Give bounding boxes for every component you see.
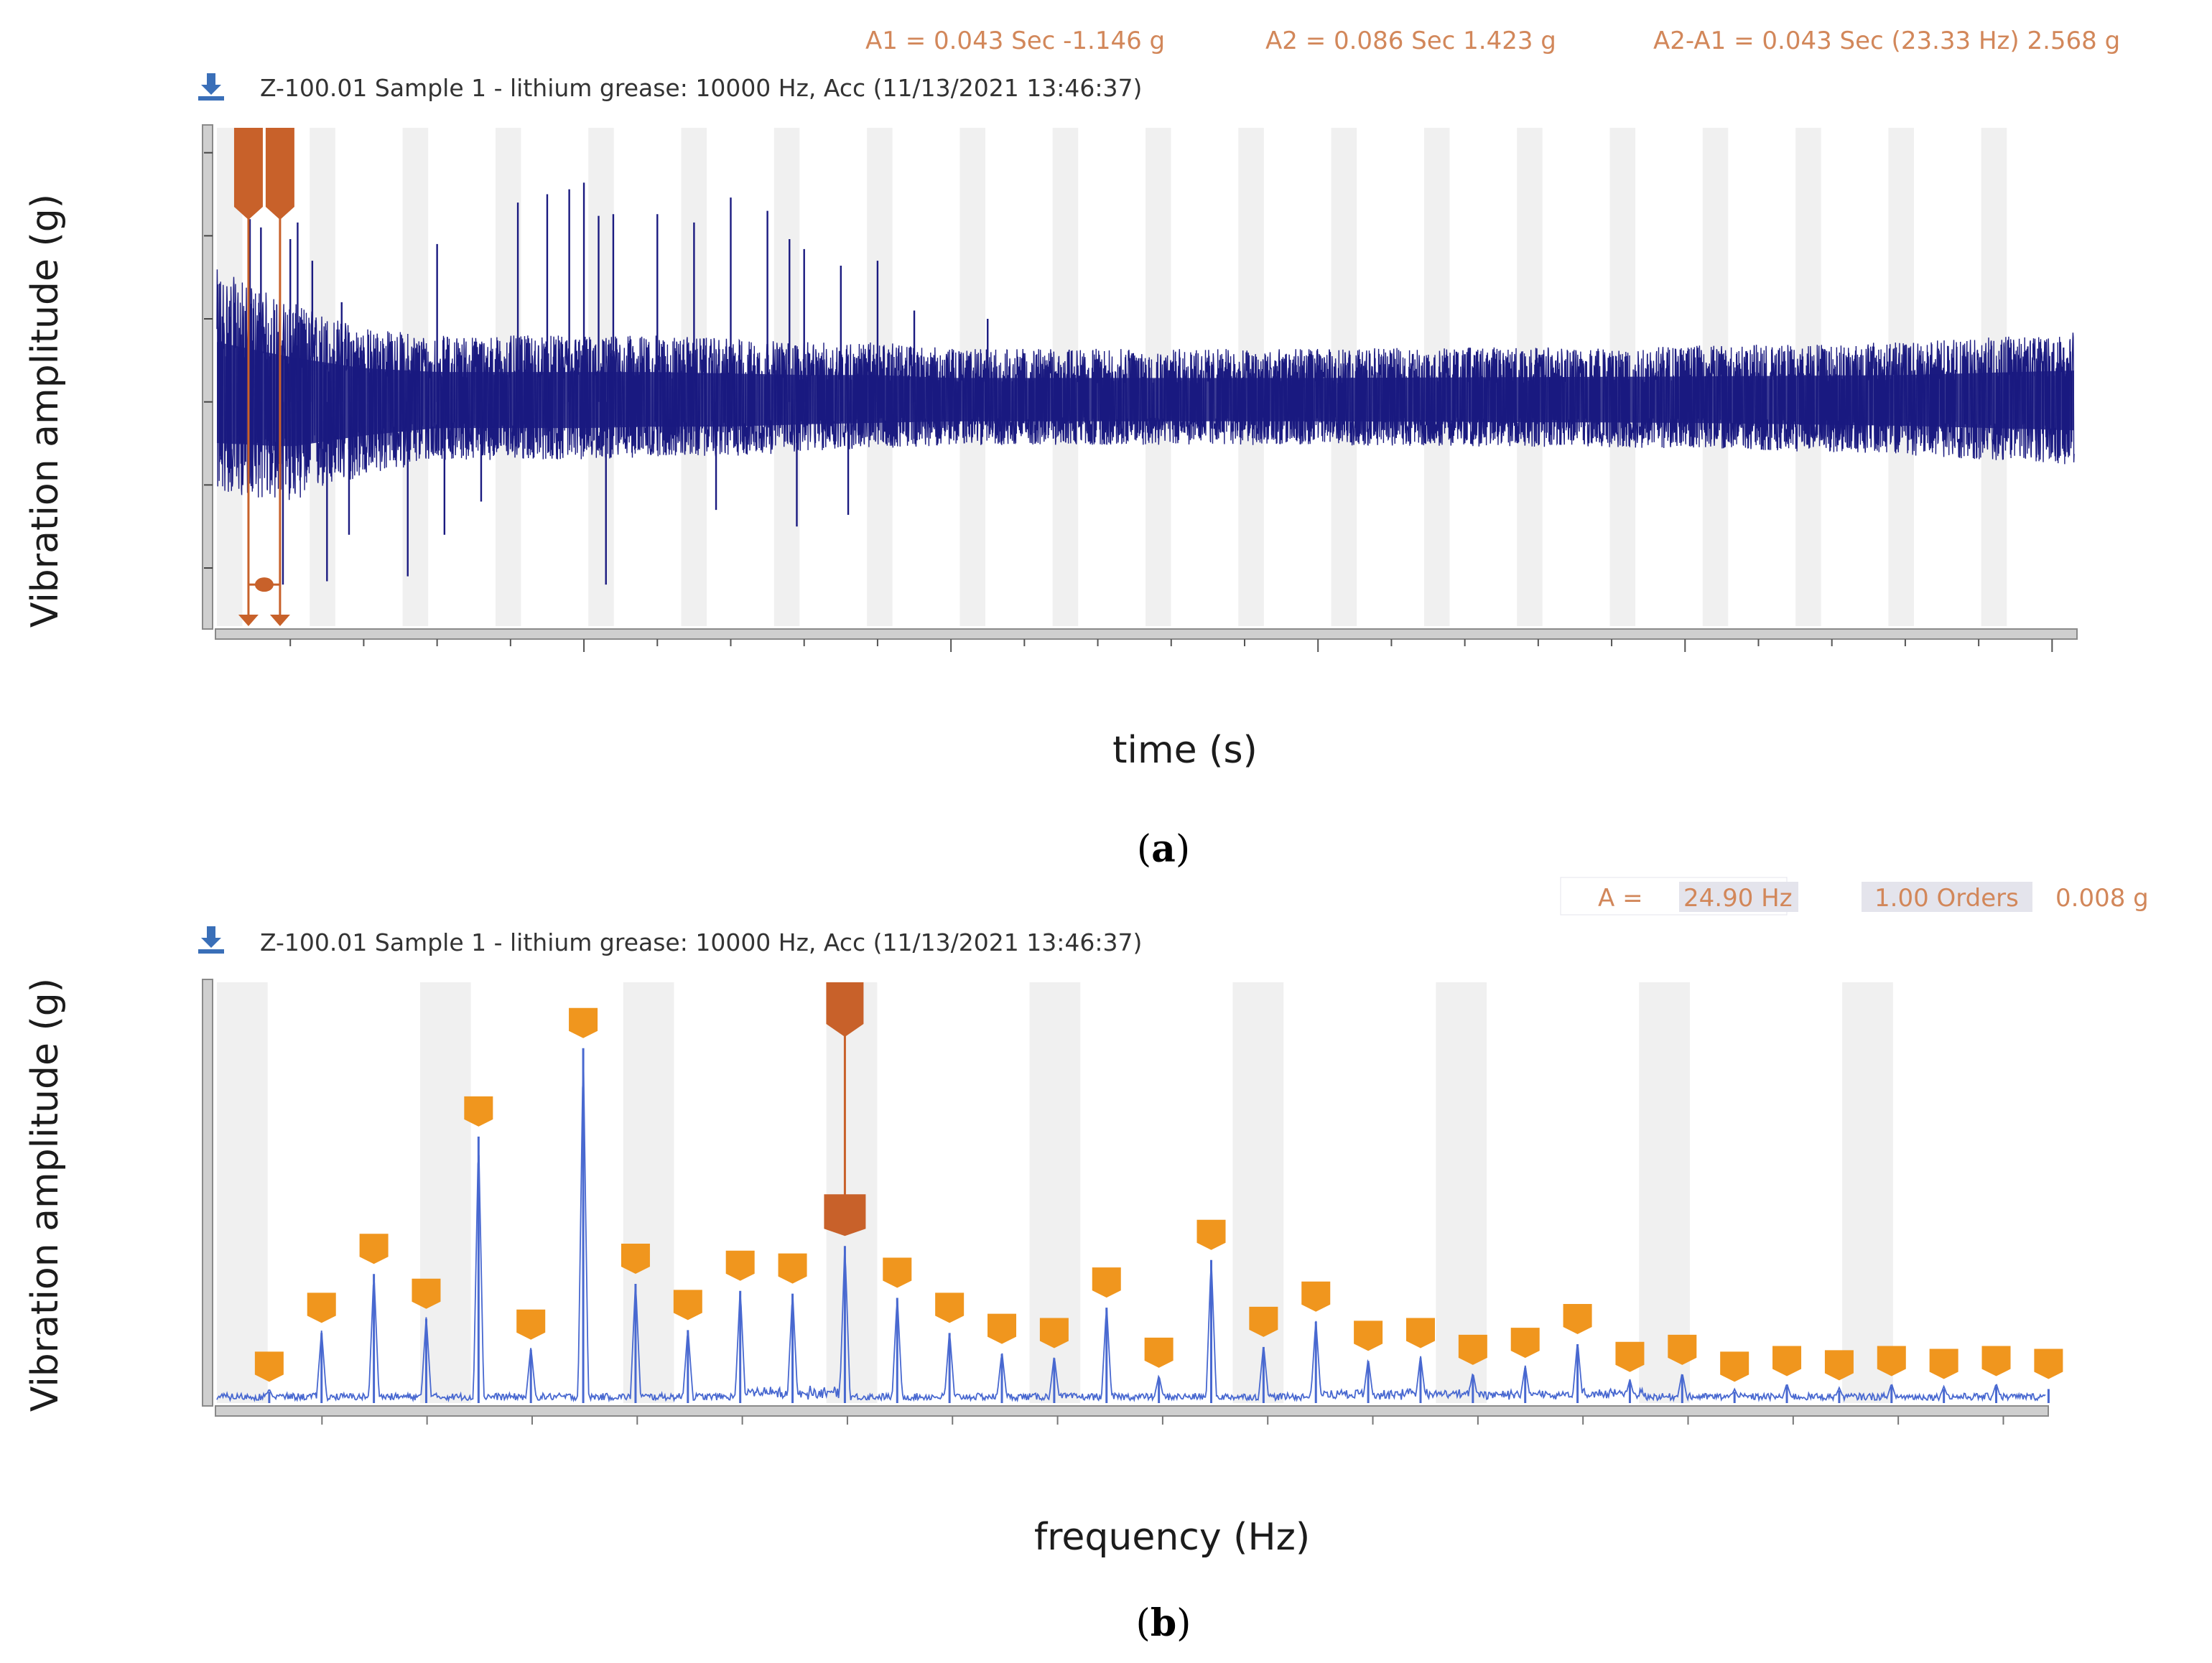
cursor-arrow [238, 615, 259, 626]
caption-letter: a [1151, 827, 1176, 871]
y-axis-label: Vibration amplitude (g) [24, 978, 67, 1412]
signal-core [217, 342, 2074, 447]
y-scrollbar [202, 979, 213, 1407]
cursor-freq-field [1679, 882, 1798, 912]
cursor-span-handle [254, 577, 274, 592]
x-axis-label: frequency (Hz) [1034, 1516, 1310, 1559]
grid-band [1842, 982, 1893, 1403]
panel-b: A = 24.90 Hz 1.00 Orders 0.008 g Z-100.0… [24, 877, 2149, 1645]
cursor-readout-a2: A2 = 0.086 Sec 1.423 g [1265, 27, 1556, 55]
harmonic-marker [824, 1194, 866, 1236]
cursor-readout-orders: 1.00 Orders [1874, 884, 2019, 913]
spectrum-trace [216, 1071, 2046, 1403]
harmonic-marker [1144, 1337, 1174, 1368]
harmonic-marker [1301, 1281, 1331, 1312]
x-scrollbar [215, 1405, 2049, 1417]
chart-header: Z-100.01 Sample 1 - lithium grease: 1000… [260, 928, 1142, 956]
chart-header: Z-100.01 Sample 1 - lithium grease: 1000… [260, 74, 1142, 102]
cursor-arrow [269, 615, 290, 626]
harmonic-marker [1039, 1318, 1069, 1348]
cursor-flag [826, 982, 864, 1037]
grid-band [1436, 982, 1487, 1403]
y-scrollbar [202, 124, 213, 630]
time-plot-area[interactable] [202, 124, 2078, 652]
y-axis-label: Vibration amplitude (g) [24, 194, 67, 628]
harmonic-marker [935, 1292, 965, 1323]
cursor-readout-a1: A1 = 0.043 Sec -1.146 g [865, 27, 1165, 55]
cursor-flag [265, 128, 294, 220]
harmonic-marker [1720, 1351, 1749, 1382]
download-icon[interactable] [197, 925, 226, 956]
harmonic-marker [988, 1313, 1017, 1344]
harmonic-marker [359, 1234, 389, 1264]
cursor-orders-field [1862, 882, 2032, 912]
cursor-readout-freq: 24.90 Hz [1683, 884, 1793, 913]
harmonic-marker [569, 1007, 598, 1038]
grid-band [1232, 982, 1284, 1403]
harmonic-marker [1510, 1328, 1540, 1359]
harmonic-marker [1615, 1341, 1645, 1372]
caption-letter: b [1151, 1601, 1176, 1645]
cursor-readout-amp: 0.008 g [2055, 884, 2149, 913]
x-scrollbar [215, 628, 2078, 640]
harmonic-marker [883, 1257, 912, 1288]
harmonic-marker [1354, 1320, 1383, 1351]
harmonic-marker [1196, 1219, 1226, 1250]
download-icon[interactable] [197, 72, 226, 103]
harmonic-marker [621, 1243, 650, 1274]
x-axis-label: time (s) [1112, 729, 1258, 772]
panel-caption: (a) [1137, 827, 1190, 871]
harmonic-marker [412, 1278, 441, 1309]
harmonic-marker [1668, 1334, 1697, 1365]
spectrum-plot-area[interactable] [202, 979, 2063, 1425]
harmonic-marker [673, 1290, 702, 1320]
grid-band [1639, 982, 1690, 1403]
harmonic-marker [1249, 1306, 1278, 1337]
panel-caption: (b) [1136, 1601, 1191, 1645]
cursor-readout-label: A = [1598, 884, 1643, 913]
harmonic-marker [464, 1096, 493, 1127]
grid-band [623, 982, 674, 1403]
panel-a: A1 = 0.043 Sec -1.146 g A2 = 0.086 Sec 1… [24, 27, 2120, 871]
harmonic-marker [516, 1309, 546, 1340]
harmonic-marker [254, 1351, 284, 1382]
caption-open: ( [1137, 828, 1151, 871]
harmonic-marker [1092, 1267, 1121, 1298]
grid-band [217, 982, 268, 1403]
grid-band [826, 982, 878, 1403]
harmonic-marker [1981, 1346, 2011, 1376]
harmonic-marker [1929, 1348, 1958, 1379]
caption-open: ( [1136, 1602, 1151, 1645]
harmonic-marker [1563, 1303, 1592, 1334]
harmonic-marker [1824, 1350, 1854, 1381]
harmonic-marker [778, 1253, 807, 1284]
harmonic-marker [1458, 1334, 1487, 1365]
harmonic-marker [1405, 1318, 1435, 1348]
plot-background [217, 982, 2045, 1403]
harmonic-marker [1772, 1346, 1802, 1376]
cursor-flag [233, 128, 263, 220]
caption-close: ) [1176, 1602, 1191, 1645]
harmonic-marker [307, 1292, 336, 1323]
harmonic-marker [2034, 1348, 2063, 1379]
harmonic-marker [725, 1250, 755, 1281]
caption-close: ) [1176, 828, 1190, 871]
harmonic-marker [1877, 1346, 1906, 1376]
grid-band [419, 982, 471, 1403]
cursor-readout-diff: A2-A1 = 0.043 Sec (23.33 Hz) 2.568 g [1653, 27, 2120, 55]
